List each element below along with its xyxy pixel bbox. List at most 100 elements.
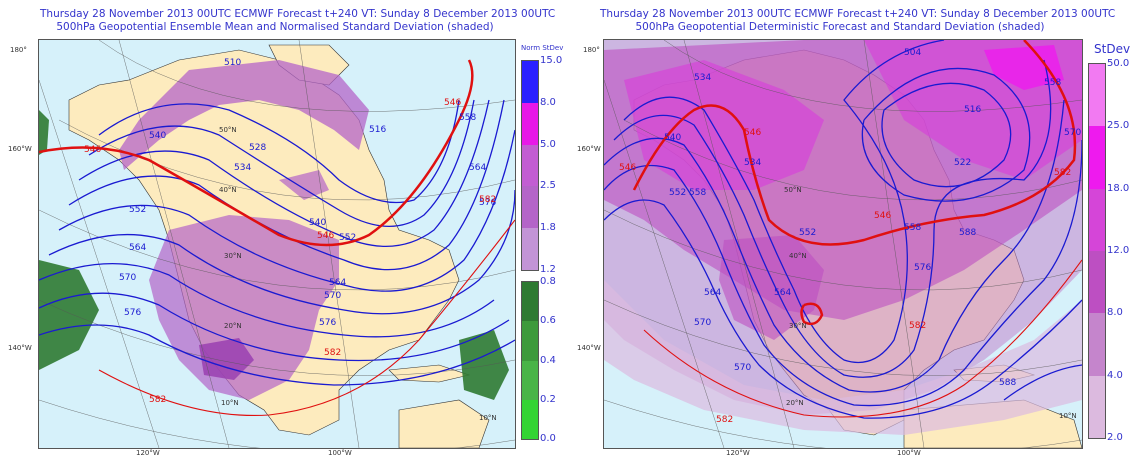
right-colorbar-title: StDev	[1094, 42, 1131, 56]
lon-label: 140°W	[8, 344, 32, 352]
right-title-line1: Thursday 28 November 2013 00UTC ECMWF Fo…	[600, 8, 1116, 20]
contour-label: 552	[799, 228, 816, 238]
contour-label: 504	[904, 48, 921, 58]
contour-label: 564	[774, 288, 791, 298]
left-map-svg: 510 516 528 534 552 540 564 570 576 564 …	[39, 40, 515, 448]
lon-label: 180°	[583, 46, 600, 54]
contour-label: 570	[734, 363, 751, 373]
lon-label: 160°W	[577, 145, 601, 153]
contour-label: 570	[694, 318, 711, 328]
right-map: 504 516 522 540 534 552 558 552 534 564 …	[603, 39, 1083, 449]
colorbar-label: 2.5	[540, 180, 556, 192]
colorbar-swatch	[522, 360, 538, 400]
colorbar-label: 15.0	[540, 55, 563, 66]
left-colorbar-top	[521, 60, 539, 271]
stdev-shade-small	[199, 338, 254, 380]
colorbar-label: 8.0	[1107, 307, 1123, 319]
left-title-line2: 500hPa Geopotential Ensemble Mean and No…	[56, 21, 494, 33]
contour-label: 588	[999, 378, 1016, 388]
contour-label: 582	[479, 195, 496, 205]
colorbar-swatch	[522, 102, 538, 145]
contour-label: 540	[664, 133, 681, 143]
contour-label: 564	[129, 243, 146, 253]
contour-label: 570	[119, 273, 136, 283]
colorbar-label: 1.8	[540, 222, 556, 234]
contour-label: 582	[149, 395, 166, 405]
red-contour-labels: 546 546 546 582 582 582	[84, 98, 496, 405]
low-stdev-green-nw	[39, 110, 49, 155]
contour-label: 582	[1054, 168, 1071, 178]
left-colorbar-bottom-swatches	[522, 282, 538, 439]
colorbar-label: 0.4	[540, 354, 556, 366]
colorbar-swatch	[1089, 126, 1105, 189]
colorbar-label: 0.2	[540, 393, 556, 405]
contour-label: 522	[954, 158, 971, 168]
colorbar-label: 12.0	[1107, 245, 1130, 256]
lat-label: 30°N	[224, 252, 242, 260]
right-map-svg: 504 516 522 540 534 552 558 552 534 564 …	[604, 40, 1082, 448]
contour-label: 558	[1044, 78, 1061, 88]
left-colorbar-top-swatches	[522, 61, 538, 270]
lat-label: 30°N	[789, 322, 807, 330]
lat-label: 50°N	[784, 186, 802, 194]
contour-label: 552	[669, 188, 686, 198]
lon-label: 140°W	[577, 344, 601, 352]
stdev-shade-center	[149, 215, 339, 400]
contour-label: 546	[444, 98, 461, 108]
contour-label: 546	[84, 145, 101, 155]
contour-label: 546	[619, 163, 636, 173]
stdev-shade-pale	[604, 280, 1082, 435]
low-stdev-green-west	[39, 260, 99, 370]
right-title-line2: 500hPa Geopotential Deterministic Foreca…	[635, 21, 1045, 33]
right-colorbar-swatches	[1089, 64, 1105, 438]
lat-label: 20°N	[224, 322, 242, 330]
left-colorbar-bottom	[521, 281, 539, 440]
contour-label: 546	[744, 128, 761, 138]
colorbar-swatch	[522, 61, 538, 103]
lat-label: 40°N	[789, 252, 807, 260]
right-colorbar	[1088, 63, 1106, 439]
red-contour-labels: 546 546 546 582 582 582	[619, 128, 1071, 425]
contour-label: 588	[959, 228, 976, 238]
lat-labels: 50°N 40°N 30°N 20°N 10°N 10°N	[219, 126, 497, 422]
colorbar-label: 0.6	[540, 315, 556, 327]
contour-label: 528	[249, 143, 266, 153]
red-contours	[632, 40, 1082, 418]
contour-label: 558	[459, 113, 476, 123]
stdev-shade-peak	[984, 45, 1064, 90]
red-contours	[39, 59, 515, 416]
left-colorbar-title: Norm StDev	[521, 44, 564, 52]
lat-label: 10°N	[1059, 412, 1077, 420]
colorbar-label: 0.0	[540, 433, 556, 444]
contour-label: 534	[694, 73, 711, 83]
colorbar-swatch	[522, 186, 538, 229]
colorbar-label: 5.0	[540, 138, 556, 150]
colorbar-label: 4.0	[1107, 369, 1123, 381]
low-stdev-green-east	[459, 330, 509, 400]
contour-label: 552	[339, 233, 356, 243]
colorbar-swatch	[1089, 375, 1105, 438]
contour-label: 564	[469, 163, 486, 173]
lat-label: 10°N	[479, 414, 497, 422]
colorbar-label: 0.8	[540, 276, 556, 287]
contour-label: 516	[369, 125, 386, 135]
colorbar-swatch	[1089, 250, 1105, 314]
lat-label: 10°N	[221, 399, 239, 407]
contour-label: 564	[704, 288, 721, 298]
contour-label: 582	[716, 415, 733, 425]
colorbar-label: 8.0	[540, 96, 556, 108]
contour-label: 570	[1064, 128, 1081, 138]
stdev-shade-north	[119, 60, 369, 170]
lon-label: 100°W	[897, 449, 921, 457]
lon-label: 120°W	[726, 449, 750, 457]
contour-label: 516	[964, 105, 981, 115]
contour-label: 582	[909, 321, 926, 331]
lat-labels: 50°N 40°N 30°N 20°N 10°N	[784, 186, 1077, 420]
contour-label: 576	[479, 198, 496, 208]
blue-contour-labels: 510 516 528 534 552 540 564 570 576 564 …	[119, 58, 496, 328]
colorbar-swatch	[522, 144, 538, 187]
colorbar-label: 2.0	[1107, 432, 1123, 443]
contour-label: 534	[744, 158, 761, 168]
colorbar-swatch	[522, 228, 538, 270]
colorbar-swatch	[522, 282, 538, 322]
